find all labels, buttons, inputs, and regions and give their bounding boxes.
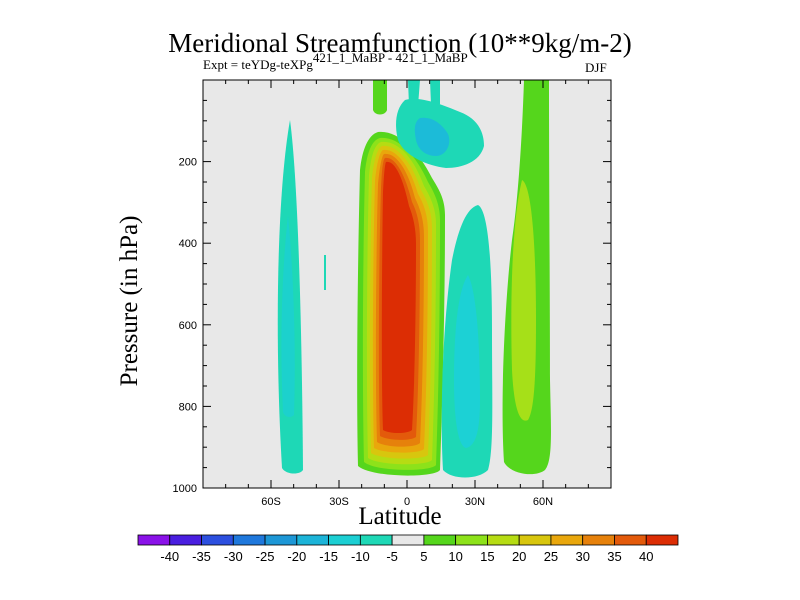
colorbar-label: -40	[160, 549, 179, 564]
colorbar-label: 35	[607, 549, 621, 564]
colorbar-label: -15	[319, 549, 338, 564]
colorbar-label: 5	[420, 549, 427, 564]
colorbar-label: -35	[192, 549, 211, 564]
colorbar-label: 15	[480, 549, 494, 564]
colorbar-label: 10	[448, 549, 462, 564]
subtitle-left: Expt = teYDg-teXPg	[203, 57, 313, 72]
colorbar-swatch	[518, 534, 552, 546]
colorbar-swatch	[137, 534, 171, 546]
colorbar-swatch	[232, 534, 266, 546]
colorbar-swatch	[264, 534, 298, 546]
northern-positive-cell-core	[511, 180, 536, 421]
colorbar-swatch	[328, 534, 361, 546]
season-label: DJF	[585, 60, 607, 75]
colorbar-label: -5	[386, 549, 398, 564]
x-tick-label: 30S	[329, 496, 349, 508]
colorbar-swatch	[201, 534, 234, 546]
x-tick-label: 60S	[261, 496, 281, 508]
colorbar-label: 30	[575, 549, 589, 564]
colorbar-label: 25	[544, 549, 558, 564]
colorbar: -40 -35 -30 -25 -20 -15 -10 -5 5 10 15 20 25 30 35 40	[137, 534, 679, 564]
colorbar-swatch	[582, 534, 615, 546]
colorbar-swatch	[169, 534, 202, 546]
colorbar-label: -25	[256, 549, 275, 564]
tropical-cell-core	[381, 161, 416, 433]
upper-cell-core	[414, 117, 450, 156]
y-tick-label: 200	[179, 157, 197, 169]
y-axis-ticks: 200 400 600 800 1000	[173, 99, 611, 495]
x-tick-label: 30N	[465, 496, 485, 508]
colorbar-swatch	[391, 534, 425, 546]
chart-title: Meridional Streamfunction (10**9kg/m-2)	[168, 28, 632, 58]
southern-small-sliver	[324, 255, 326, 290]
y-tick-label: 600	[179, 320, 197, 332]
colorbar-label: -10	[351, 549, 370, 564]
colorbar-swatch	[614, 534, 647, 546]
experiment-subtitle: Expt = teYDg-teXPg421_1_MaBP - 421_1_MaB…	[203, 50, 468, 73]
colorbar-label: 20	[512, 549, 526, 564]
y-tick-label: 800	[179, 401, 197, 413]
x-axis-ticks: 60S 30S 0 30N 60N	[225, 80, 589, 508]
southern-negative-cell-core	[281, 215, 295, 417]
colorbar-swatch	[423, 534, 457, 546]
colorbar-label: -30	[224, 549, 243, 564]
upper-cell-top-left	[373, 80, 387, 115]
subtitle-superscript: 421_1_MaBP - 421_1_MaBP	[312, 50, 468, 65]
x-tick-label: 60N	[533, 496, 553, 508]
y-tick-label: 1000	[173, 483, 197, 495]
x-axis-label: Latitude	[358, 503, 442, 530]
colorbar-swatch	[645, 534, 679, 546]
northern-negative-cell-core	[454, 275, 480, 448]
colorbar-swatch	[455, 534, 488, 546]
colorbar-label: -20	[287, 549, 306, 564]
colorbar-label: 40	[639, 549, 653, 564]
colorbar-swatch	[550, 534, 584, 546]
colorbar-swatch	[359, 534, 393, 546]
x-tick-label: 0	[404, 496, 410, 508]
upper-cell-top-tip	[430, 80, 440, 109]
colorbar-swatch	[296, 534, 329, 546]
y-tick-label: 400	[179, 238, 197, 250]
colorbar-swatch	[487, 534, 520, 546]
